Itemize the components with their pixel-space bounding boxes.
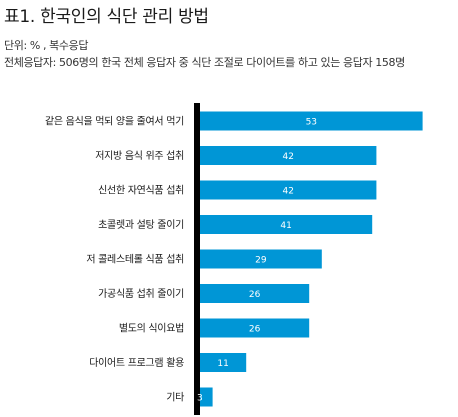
category-label: 같은 음식을 먹되 양을 줄여서 먹기 xyxy=(45,116,184,128)
data-label: 26 xyxy=(249,290,261,300)
category-label: 가공식품 섭취 줄이기 xyxy=(98,288,184,300)
category-label: 다이어트 프로그램 활용 xyxy=(89,356,184,369)
bar xyxy=(200,111,423,131)
bar xyxy=(200,284,310,303)
category-label: 기타 xyxy=(166,392,184,404)
category-label: 신선한 자연식품 섭취 xyxy=(98,185,184,197)
respondent-base-note: 전체응답자: 506명의 한국 전체 응답자 중 식단 조절로 다이어트를 하고… xyxy=(4,56,405,69)
data-label: 3 xyxy=(197,394,203,404)
category-axis xyxy=(194,103,200,415)
data-label: 26 xyxy=(249,325,261,335)
bar xyxy=(200,146,377,165)
bar xyxy=(200,353,247,372)
data-label: 42 xyxy=(282,187,293,197)
unit-note: 단위: % , 복수응답 xyxy=(4,39,89,52)
category-label: 초콜렛과 설탕 줄이기 xyxy=(98,219,184,231)
category-label: 저지방 음식 위주 섭취 xyxy=(95,149,184,162)
chart-title: 표1. 한국인의 식단 관리 방법 xyxy=(4,7,209,27)
bar xyxy=(200,180,377,200)
data-label: 41 xyxy=(280,221,291,231)
data-label: 11 xyxy=(217,359,228,369)
bar xyxy=(200,215,373,234)
data-label: 29 xyxy=(255,256,267,266)
category-label: 저 콜레스테롤 식품 섭취 xyxy=(86,254,184,266)
bar xyxy=(200,249,322,269)
data-label: 53 xyxy=(306,118,317,128)
data-label: 42 xyxy=(282,152,293,162)
bar xyxy=(200,387,213,407)
bar xyxy=(200,318,310,338)
category-label: 별도의 식이요법 xyxy=(119,323,184,335)
